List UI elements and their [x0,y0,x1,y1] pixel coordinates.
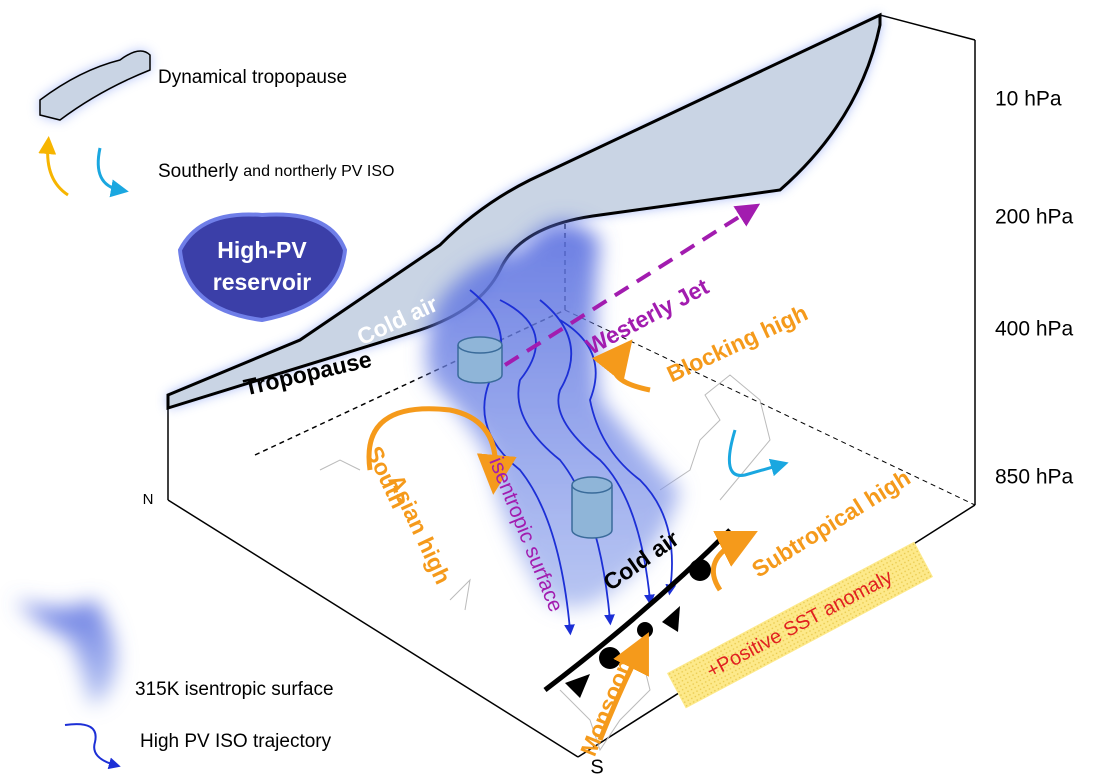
legend-label: Southerly [158,161,239,182]
diagram: High-PV reservoir Cold air Westerly Jet … [0,0,1117,780]
legend-label: High PV ISO trajectory [140,731,332,752]
pressure-label: 400 hPa [995,318,1074,341]
north-label: N [143,491,154,508]
high-pv-reservoir [180,214,345,320]
monsoon-label: Monsoon [575,655,637,760]
jet-label: Westerly Jet [581,273,713,360]
legend-label: and northerly PV ISO [243,163,394,180]
blocking-high-label: Blocking high [663,299,812,387]
pressure-label: 10 hPa [995,88,1062,111]
legend-label: Dynamical tropopause [158,67,347,88]
northerly-iso-arrow [729,430,780,475]
pressure-label: 200 hPa [995,206,1074,229]
south-label: S [590,756,603,778]
legend-label: 315K isentropic surface [135,679,334,700]
reservoir-label: High-PV [217,237,307,263]
pressure-label: 850 hPa [995,466,1074,489]
reservoir-label: reservoir [213,269,312,295]
south-asian-high-label: Asian high [383,470,456,588]
sst-label: +Positive SST anomaly [703,566,896,683]
